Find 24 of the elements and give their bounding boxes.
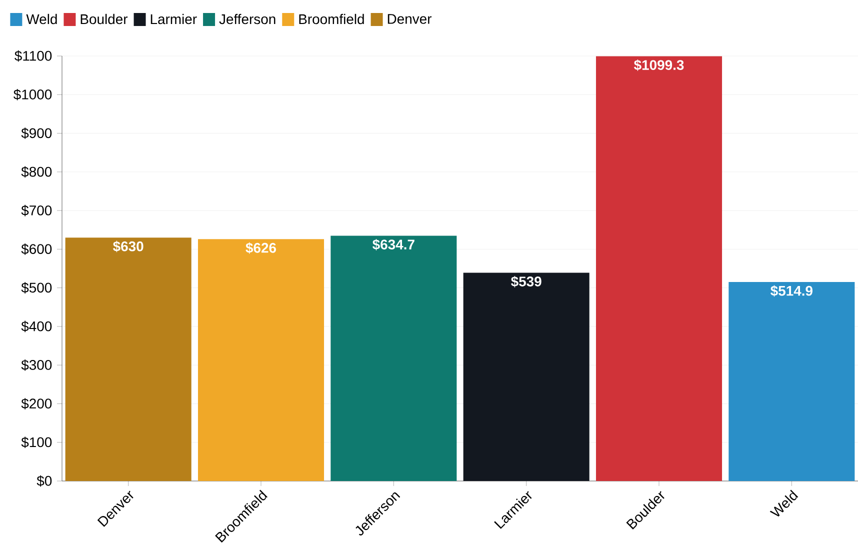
- y-tick-label: $100: [21, 436, 52, 448]
- y-tick-label: $1100: [14, 50, 52, 62]
- y-tick-label: $200: [21, 398, 52, 410]
- y-tick-label: $600: [21, 244, 52, 255]
- y-tick-label: $300: [21, 359, 52, 371]
- data-label: $1099.3: [634, 59, 684, 71]
- y-tick-label: $0: [36, 475, 52, 487]
- data-label: $634.7: [372, 238, 414, 250]
- legend-label: Denver: [388, 14, 432, 24]
- legend-label: Boulder: [80, 14, 128, 24]
- y-tick-label: $500: [21, 282, 52, 294]
- legend-label: Jefferson: [219, 14, 276, 24]
- y-tick-label: $400: [21, 320, 52, 332]
- y-tick-label: $700: [21, 204, 52, 216]
- data-label: $539: [511, 276, 542, 288]
- data-label: $626: [246, 242, 276, 254]
- legend-label: Weld: [26, 14, 57, 24]
- legend-label: Broomfield: [299, 14, 364, 24]
- y-tick-label: $800: [21, 166, 52, 178]
- data-label: $514.9: [770, 285, 812, 297]
- y-tick-label: $900: [21, 128, 52, 139]
- legend-label: Larmier: [150, 14, 197, 24]
- y-tick-label: $1000: [14, 88, 52, 100]
- data-label: $630: [113, 240, 144, 252]
